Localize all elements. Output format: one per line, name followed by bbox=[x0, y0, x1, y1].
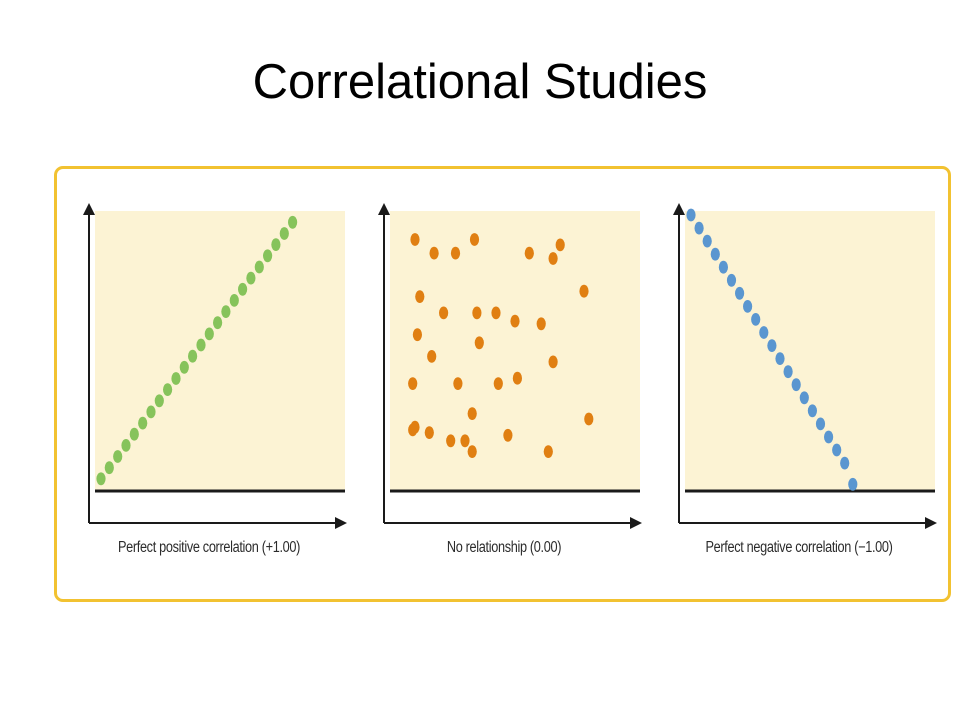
data-point-none bbox=[412, 328, 422, 342]
data-point-negative bbox=[735, 286, 745, 300]
data-point-negative bbox=[824, 430, 834, 444]
y-axis-arrow-negative bbox=[673, 203, 685, 215]
data-point-none bbox=[543, 445, 553, 458]
data-point-positive bbox=[238, 282, 248, 296]
data-point-none bbox=[408, 377, 418, 390]
data-point-none bbox=[579, 284, 589, 298]
x-axis-arrow-negative bbox=[925, 517, 937, 529]
data-point-positive bbox=[121, 439, 131, 452]
data-point-none bbox=[536, 317, 546, 331]
data-point-none bbox=[524, 246, 534, 260]
data-point-negative bbox=[718, 260, 728, 274]
data-point-none bbox=[584, 412, 594, 426]
data-point-positive bbox=[171, 372, 181, 385]
data-point-negative bbox=[694, 221, 704, 235]
y-axis-arrow-positive bbox=[83, 203, 95, 215]
data-point-none bbox=[424, 426, 434, 439]
data-point-none bbox=[410, 420, 420, 434]
data-point-positive bbox=[263, 249, 273, 263]
data-point-negative bbox=[702, 234, 712, 248]
data-point-none bbox=[460, 434, 470, 448]
data-point-none bbox=[446, 434, 456, 448]
data-point-negative bbox=[832, 443, 842, 457]
data-point-positive bbox=[138, 416, 148, 430]
data-point-none bbox=[429, 246, 439, 260]
chart-positive bbox=[83, 203, 347, 529]
data-point-none bbox=[510, 314, 520, 328]
data-point-negative bbox=[759, 326, 769, 339]
data-point-negative bbox=[726, 273, 737, 287]
data-point-negative bbox=[791, 378, 801, 392]
data-point-negative bbox=[710, 247, 720, 261]
y-axis-arrow-none bbox=[378, 203, 390, 215]
data-point-negative bbox=[743, 300, 753, 313]
caption-positive: Perfect positive correlation (+1.00) bbox=[117, 539, 301, 556]
figure-frame: Perfect positive correlation (+1.00) No … bbox=[54, 166, 951, 602]
data-point-negative bbox=[686, 208, 696, 222]
data-point-none bbox=[410, 233, 420, 246]
data-point-positive bbox=[163, 383, 173, 396]
data-point-positive bbox=[196, 338, 206, 352]
data-point-negative bbox=[751, 313, 761, 326]
data-point-positive bbox=[213, 316, 223, 330]
x-axis-arrow-none bbox=[630, 517, 642, 529]
chart-negative bbox=[673, 203, 937, 529]
data-point-negative bbox=[815, 417, 826, 431]
chart-none bbox=[378, 203, 642, 529]
data-point-none bbox=[491, 306, 501, 320]
data-point-negative bbox=[840, 456, 850, 470]
data-point-positive bbox=[229, 294, 239, 307]
data-point-positive bbox=[254, 260, 264, 274]
data-point-none bbox=[467, 445, 477, 458]
data-point-none bbox=[548, 355, 558, 369]
caption-negative: Perfect negative correlation (−1.00) bbox=[705, 539, 893, 556]
data-point-negative bbox=[767, 339, 777, 352]
plot-area-positive bbox=[95, 211, 345, 491]
data-point-positive bbox=[221, 305, 231, 318]
panel-none: No relationship (0.00) bbox=[364, 169, 644, 605]
data-point-negative bbox=[799, 391, 809, 405]
data-point-positive bbox=[288, 215, 298, 229]
data-point-positive bbox=[179, 360, 189, 374]
data-point-none bbox=[472, 306, 482, 320]
data-point-positive bbox=[271, 238, 281, 251]
slide-title: Correlational Studies bbox=[252, 55, 708, 109]
data-point-positive bbox=[188, 349, 198, 363]
data-point-negative bbox=[807, 404, 817, 418]
data-point-positive bbox=[204, 327, 214, 341]
data-point-negative bbox=[775, 352, 785, 365]
data-point-positive bbox=[279, 227, 289, 240]
data-point-none bbox=[493, 377, 503, 390]
data-point-none bbox=[467, 407, 477, 420]
data-point-negative bbox=[783, 365, 793, 379]
data-point-none bbox=[555, 238, 565, 252]
plot-area-negative bbox=[685, 211, 935, 491]
caption-none: No relationship (0.00) bbox=[446, 539, 562, 556]
data-point-none bbox=[427, 350, 437, 363]
data-point-none bbox=[512, 371, 522, 385]
data-point-none bbox=[453, 377, 463, 390]
panel-negative: Perfect negative correlation (−1.00) bbox=[659, 169, 939, 605]
data-point-none bbox=[450, 246, 461, 260]
data-point-none bbox=[503, 428, 513, 442]
data-point-negative bbox=[848, 477, 858, 491]
data-point-none bbox=[474, 336, 484, 350]
x-axis-arrow-positive bbox=[335, 517, 347, 529]
data-point-none bbox=[548, 252, 558, 265]
panel-positive: Perfect positive correlation (+1.00) bbox=[69, 169, 349, 605]
data-point-positive bbox=[104, 461, 114, 475]
plot-area-none bbox=[390, 211, 640, 491]
data-point-positive bbox=[154, 394, 164, 408]
data-point-positive bbox=[246, 271, 256, 285]
data-point-none bbox=[415, 290, 425, 303]
data-point-none bbox=[469, 233, 480, 246]
data-point-positive bbox=[129, 427, 139, 441]
data-point-positive bbox=[96, 472, 106, 486]
data-point-none bbox=[439, 306, 449, 320]
data-point-positive bbox=[113, 450, 123, 463]
data-point-positive bbox=[146, 405, 156, 419]
